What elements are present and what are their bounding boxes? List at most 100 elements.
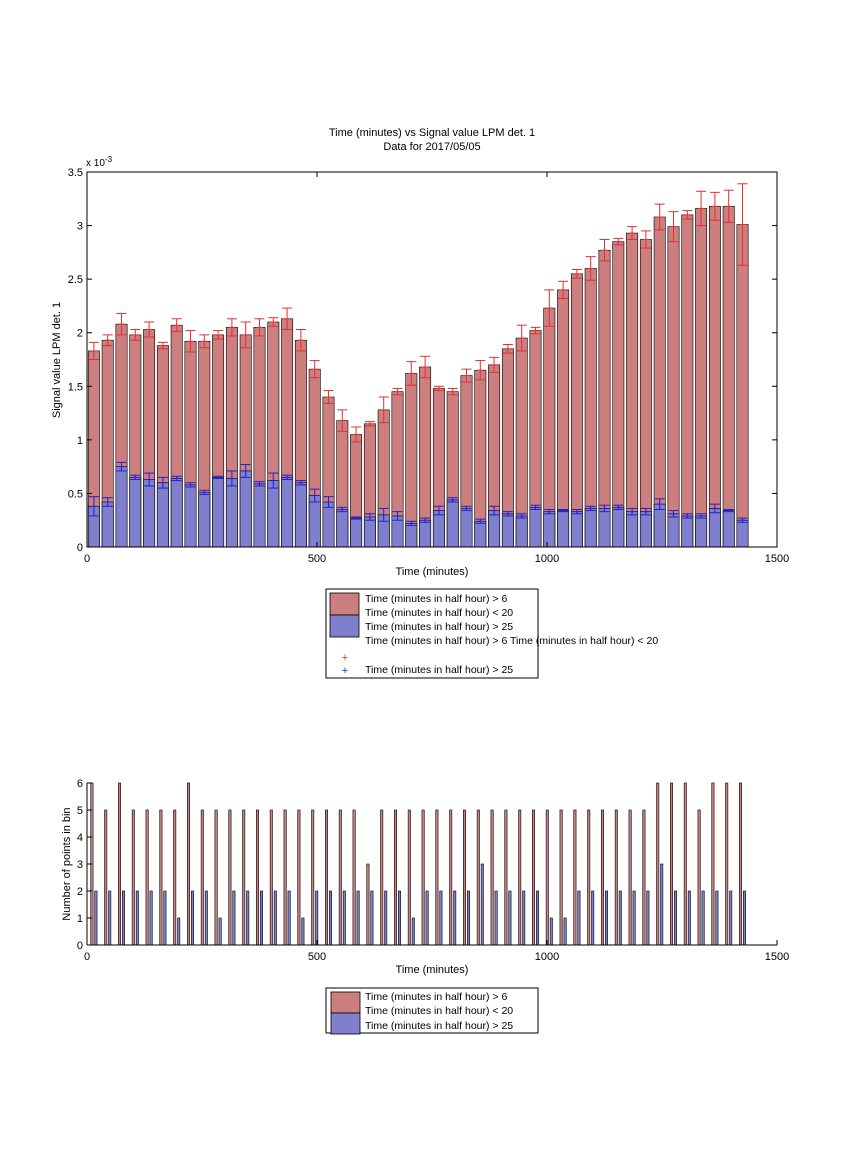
y-axis-label: Number of points in bin — [61, 807, 73, 920]
error-bar — [116, 461, 127, 472]
bar — [350, 517, 363, 548]
legend-swatch-red-bar — [329, 592, 360, 616]
error-bar — [309, 360, 320, 379]
bar — [722, 510, 735, 548]
bar — [159, 809, 163, 946]
bar — [584, 268, 597, 548]
error-bar — [613, 504, 624, 510]
bar — [557, 289, 570, 548]
error-bar — [696, 513, 707, 519]
bar — [281, 477, 294, 548]
bar — [681, 214, 694, 548]
legend-box — [325, 588, 539, 679]
y-tick-label: 2.5 — [68, 274, 83, 286]
bar — [425, 890, 429, 946]
error-bar — [585, 256, 596, 281]
bar — [156, 482, 169, 548]
bar — [722, 205, 735, 548]
y-tick-label: 1 — [77, 435, 83, 447]
bar — [743, 890, 746, 946]
bar — [246, 890, 250, 946]
bar — [739, 782, 742, 946]
error-bar — [102, 334, 113, 347]
error-bar — [88, 341, 99, 360]
bar — [598, 508, 611, 548]
error-bar — [709, 191, 720, 221]
error-bar — [420, 517, 431, 523]
bar — [198, 492, 211, 548]
error-bar — [309, 488, 320, 503]
error-bar — [475, 518, 486, 524]
legend-label: Time (minutes in half hour) > 25 — [365, 1020, 513, 1032]
error-bar — [392, 387, 403, 396]
x-tick-label: 1500 — [765, 553, 789, 565]
bar — [587, 809, 591, 946]
error-bar — [364, 513, 375, 521]
bar — [653, 216, 666, 548]
error-bar — [282, 474, 293, 480]
bar — [570, 511, 583, 548]
bar — [242, 809, 246, 946]
x-tick-label: 500 — [308, 553, 326, 565]
error-bar — [558, 509, 569, 513]
bar — [674, 890, 677, 946]
error-bar — [668, 510, 679, 518]
bar — [239, 470, 252, 548]
error-bar — [682, 210, 693, 220]
bar — [325, 809, 328, 946]
bar — [297, 809, 301, 946]
error-bar — [295, 329, 306, 352]
error-bar — [544, 289, 555, 327]
legend-marker-blue-plus: + — [342, 665, 348, 677]
bar — [267, 480, 280, 548]
bar — [384, 890, 388, 946]
error-bar — [282, 307, 293, 330]
bar — [435, 809, 439, 946]
error-bar — [392, 511, 403, 521]
error-bar — [461, 368, 472, 383]
y-tick-label: 3 — [77, 859, 83, 871]
bar — [94, 890, 98, 946]
error-bar — [185, 482, 196, 488]
bar — [522, 890, 526, 946]
bar-series-group — [87, 205, 749, 548]
error-bar — [116, 312, 127, 336]
chart-subtitle: Data for 2017/05/05 — [383, 141, 480, 153]
bar — [529, 507, 542, 548]
x-tick-label: 1500 — [765, 951, 789, 963]
bar — [101, 501, 114, 548]
bar — [315, 890, 319, 946]
bar — [283, 809, 287, 946]
bar — [598, 249, 611, 548]
bar — [626, 511, 639, 548]
bar — [626, 232, 639, 548]
bar — [463, 809, 466, 946]
bar — [294, 482, 307, 548]
error-bar — [268, 472, 279, 489]
y-tick-label: 0 — [77, 940, 83, 952]
bar — [515, 515, 528, 548]
error-bar-group — [88, 183, 748, 527]
bar — [653, 503, 666, 548]
bar — [366, 863, 370, 946]
bar — [336, 509, 349, 548]
bar — [253, 483, 266, 548]
error-bar — [144, 472, 155, 487]
bar — [584, 508, 597, 548]
error-bar — [737, 183, 748, 266]
error-bar — [268, 317, 279, 327]
bar — [508, 890, 512, 946]
bar — [122, 890, 125, 946]
error-bar — [489, 505, 500, 516]
bar — [232, 890, 236, 946]
bar — [108, 890, 112, 946]
bar — [342, 890, 346, 946]
count-chart: 0 500 1000 1500 0 1 2 3 4 5 6 Time (minutes) Numb… — [61, 778, 789, 1035]
error-bar — [516, 513, 527, 519]
y-tick-group: 0 1 2 3 4 5 6 — [77, 778, 92, 952]
bar — [173, 809, 177, 946]
error-bar — [323, 390, 334, 404]
bar — [711, 782, 715, 946]
bar — [573, 809, 577, 946]
